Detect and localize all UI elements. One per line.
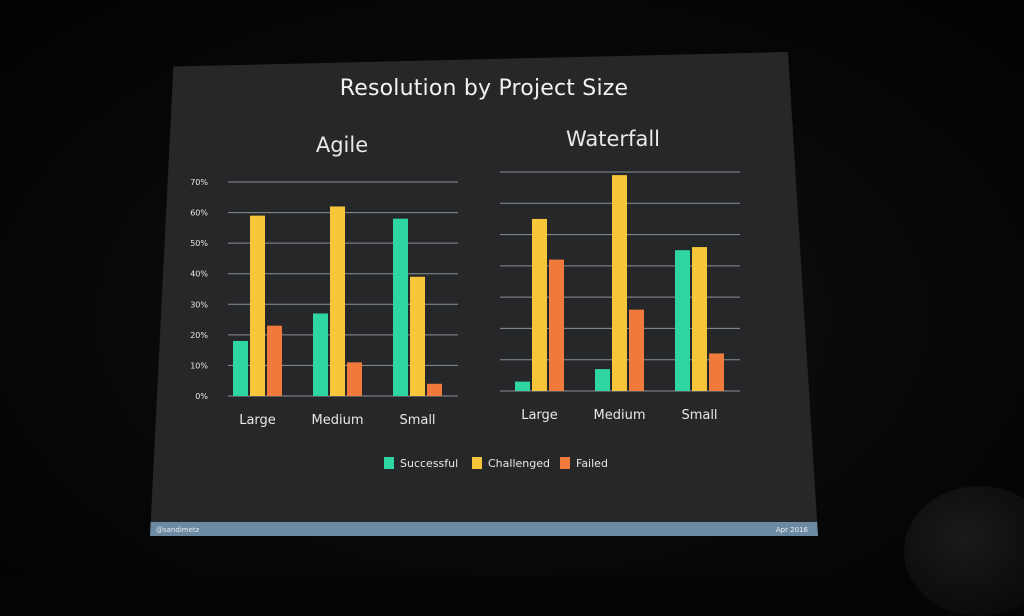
bar-successful-small (393, 218, 408, 396)
footer-author: @sandimetz (156, 526, 200, 534)
y-tick-label: 20% (190, 331, 208, 340)
category-label: Large (521, 408, 558, 423)
y-tick-label: 30% (190, 300, 208, 309)
bar-successful-small (675, 250, 690, 391)
legend-label-successful: Successful (400, 457, 458, 470)
bar-failed-small (427, 383, 442, 396)
charts-canvas: Agile 0% 10% 20% 30% 40% 50% 60% 70% Large Medium S… (190, 127, 740, 470)
slide-footer-bar: @sandimetz Apr 2016 (150, 522, 818, 536)
bar-failed-large (267, 325, 282, 396)
legend-swatch-challenged (472, 457, 482, 469)
category-label: Small (681, 408, 717, 423)
legend-label-challenged: Challenged (488, 457, 550, 470)
y-tick-label: 10% (190, 361, 208, 370)
bar-challenged-medium (330, 206, 345, 396)
chart-title-2: Waterfall (566, 127, 660, 151)
y-tick-label: 50% (190, 239, 208, 248)
legend-swatch-failed (560, 457, 570, 469)
bar-successful-large (515, 381, 530, 391)
bar-challenged-large (250, 215, 265, 396)
y-tick-label: 0% (195, 392, 208, 401)
category-label: Medium (312, 413, 364, 428)
chart-title-1: Agile (316, 133, 368, 157)
bar-challenged-small (410, 276, 425, 396)
bar-challenged-medium (612, 175, 627, 391)
bar-failed-small (709, 353, 724, 391)
y-tick-label: 70% (190, 178, 208, 187)
bar-failed-large (549, 259, 564, 391)
bar-challenged-large (532, 218, 547, 391)
bar-failed-medium (629, 309, 644, 391)
bar-successful-medium (313, 313, 328, 396)
category-label: Medium (594, 408, 646, 423)
legend-label-failed: Failed (576, 457, 608, 470)
y-tick-label: 40% (190, 270, 208, 279)
slide-title: Resolution by Project Size (339, 76, 629, 101)
category-label: Small (399, 413, 435, 428)
category-label: Large (239, 413, 276, 428)
y-tick-label: 60% (190, 209, 208, 218)
bar-failed-medium (347, 362, 362, 396)
bar-challenged-small (692, 247, 707, 391)
bar-successful-medium (595, 369, 610, 391)
legend-swatch-successful (384, 457, 394, 469)
footer-date: Apr 2016 (775, 526, 808, 534)
bar-successful-large (233, 340, 248, 396)
